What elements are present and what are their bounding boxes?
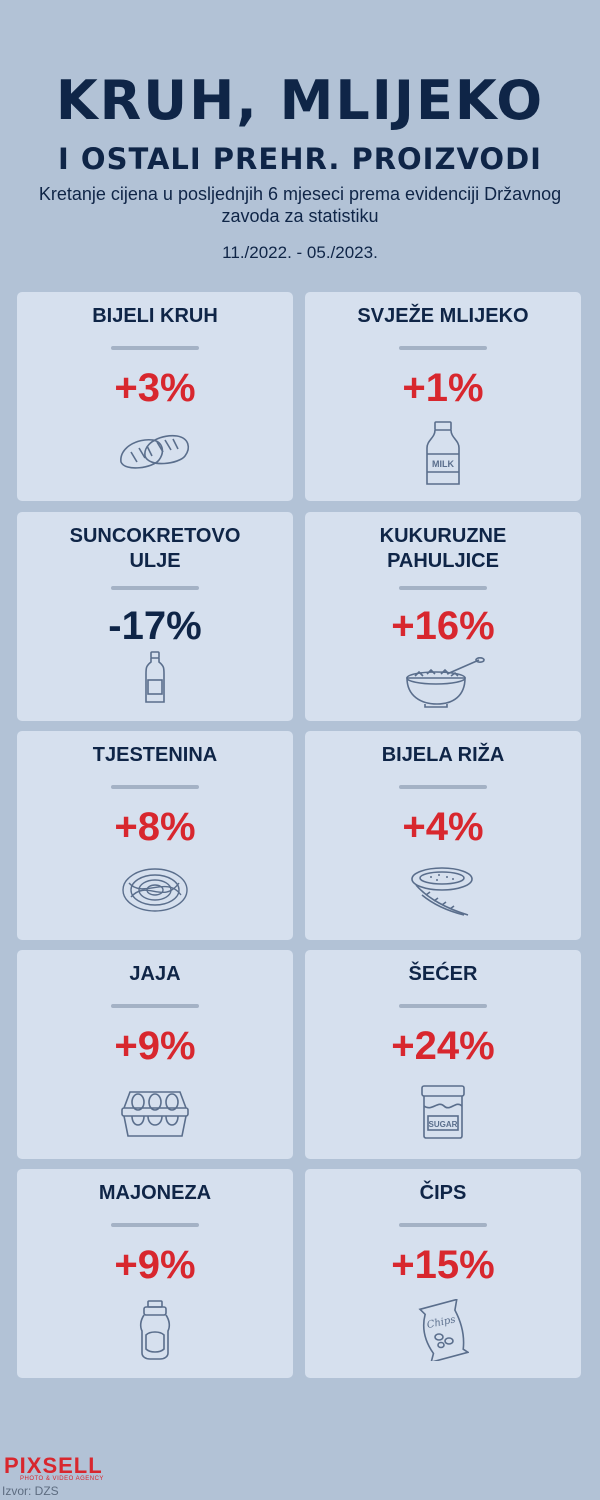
divider	[111, 785, 199, 789]
card-secer: ŠEĆER +24% SUGAR	[305, 950, 581, 1159]
card-kukuruzne-pahuljice: KUKURUZNE PAHULJICE +16%	[305, 512, 581, 721]
divider	[111, 1223, 199, 1227]
card-tjestenina: TJESTENINA +8%	[17, 731, 293, 940]
price-change-value: +9%	[114, 1243, 196, 1287]
mayonnaise-bottle-icon	[17, 1299, 293, 1365]
card-title: MAJONEZA	[98, 1182, 212, 1204]
card-bijela-riza: BIJELA RIŽA +4%	[305, 731, 581, 940]
card-title: SVJEŽE MLIJEKO	[357, 305, 529, 327]
page-title: KRUH, MLIJEKO	[55, 69, 545, 132]
sugar-label: SUGAR	[429, 1120, 458, 1129]
milk-bottle-icon: MILK	[305, 420, 581, 492]
price-change-value: +3%	[114, 366, 196, 410]
card-title: BIJELA RIŽA	[381, 744, 505, 766]
divider	[399, 346, 487, 350]
divider	[111, 346, 199, 350]
logo-tagline: PHOTO & VIDEO AGENCY	[20, 1476, 104, 1482]
milk-label: MILK	[432, 459, 454, 469]
card-bijeli-kruh: BIJELI KRUH +3%	[17, 292, 293, 501]
divider	[399, 586, 487, 590]
divider	[399, 1223, 487, 1227]
price-change-value: +15%	[391, 1243, 495, 1287]
rice-icon	[305, 865, 581, 923]
card-suncokretovo-ulje: SUNCOKRETOVO ULJE -17%	[17, 512, 293, 721]
chips-bag-icon: Chips	[305, 1299, 581, 1365]
page-subtitle: I OSTALI PREHR. PROIZVODI	[58, 142, 542, 176]
cereal-bowl-icon	[305, 656, 581, 712]
divider	[399, 1004, 487, 1008]
chips-label: Chips	[426, 1314, 456, 1331]
date-range: 11./2022. - 05./2023.	[222, 243, 378, 262]
price-change-value: +1%	[402, 366, 484, 410]
card-title: BIJELI KRUH	[92, 305, 218, 327]
price-change-value: -17%	[108, 604, 202, 648]
card-svjeze-mlijeko: SVJEŽE MLIJEKO +1% MILK	[305, 292, 581, 501]
description: Kretanje cijena u posljednjih 6 mjeseci …	[38, 184, 562, 226]
sugar-jar-icon: SUGAR	[305, 1084, 581, 1144]
divider	[399, 785, 487, 789]
card-title: JAJA	[129, 963, 181, 985]
divider	[111, 1004, 199, 1008]
card-jaja: JAJA +9%	[17, 950, 293, 1159]
price-change-value: +4%	[402, 805, 484, 849]
card-title: KUKURUZNE PAHULJICE	[379, 525, 507, 572]
bread-icon	[17, 426, 293, 480]
price-change-value: +8%	[114, 805, 196, 849]
card-title: TJESTENINA	[92, 744, 218, 766]
card-majoneza: MAJONEZA +9%	[17, 1169, 293, 1378]
card-title: ČIPS	[419, 1182, 467, 1204]
card-title: ŠEĆER	[408, 963, 478, 985]
egg-carton-icon	[17, 1084, 293, 1144]
pixsell-logo: PIXSELL	[4, 1453, 103, 1478]
price-change-value: +16%	[391, 604, 495, 648]
card-cips: ČIPS +15% Chips	[305, 1169, 581, 1378]
price-change-value: +9%	[114, 1024, 196, 1068]
divider	[111, 586, 199, 590]
pasta-icon	[17, 865, 293, 919]
price-change-value: +24%	[391, 1024, 495, 1068]
source-note: Izvor: DZS	[2, 1484, 59, 1498]
card-title: SUNCOKRETOVO ULJE	[69, 525, 241, 572]
oil-bottle-icon	[17, 650, 293, 710]
